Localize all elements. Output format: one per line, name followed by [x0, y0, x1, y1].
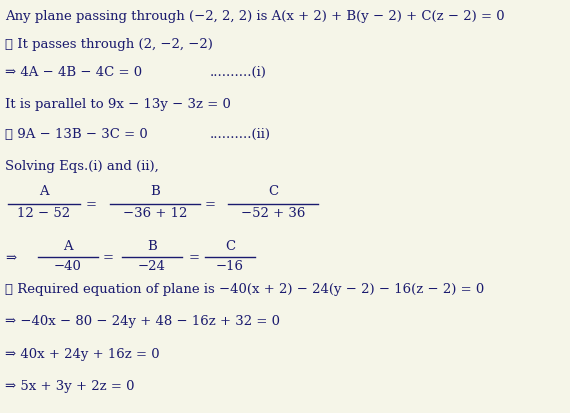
Text: 12 − 52: 12 − 52	[18, 206, 71, 219]
Text: =: =	[103, 251, 113, 264]
Text: −16: −16	[216, 259, 244, 272]
Text: ..........(i): ..........(i)	[210, 66, 267, 79]
Text: C: C	[268, 185, 278, 197]
Text: C: C	[225, 240, 235, 252]
Text: Solving Eqs.(i) and (ii),: Solving Eqs.(i) and (ii),	[5, 159, 159, 173]
Text: ⇒: ⇒	[5, 251, 16, 264]
Text: ⇒ 4A − 4B − 4C = 0: ⇒ 4A − 4B − 4C = 0	[5, 66, 142, 79]
Text: ∴ 9A − 13B − 3C = 0: ∴ 9A − 13B − 3C = 0	[5, 128, 148, 141]
Text: It is parallel to 9x − 13y − 3z = 0: It is parallel to 9x − 13y − 3z = 0	[5, 98, 231, 111]
Text: A: A	[63, 240, 73, 252]
Text: =: =	[205, 198, 215, 211]
Text: ⇒ −40x − 80 − 24y + 48 − 16z + 32 = 0: ⇒ −40x − 80 − 24y + 48 − 16z + 32 = 0	[5, 314, 280, 327]
Text: B: B	[150, 185, 160, 197]
Text: −40: −40	[54, 259, 82, 272]
Text: −24: −24	[138, 259, 166, 272]
Text: ∴ It passes through (2, −2, −2): ∴ It passes through (2, −2, −2)	[5, 38, 213, 51]
Text: =: =	[86, 198, 96, 211]
Text: Any plane passing through (−2, 2, 2) is A(x + 2) + B(y − 2) + C(z − 2) = 0: Any plane passing through (−2, 2, 2) is …	[5, 10, 504, 23]
Text: −52 + 36: −52 + 36	[241, 206, 305, 219]
Text: ⇒ 40x + 24y + 16z = 0: ⇒ 40x + 24y + 16z = 0	[5, 347, 160, 360]
Text: −36 + 12: −36 + 12	[123, 206, 187, 219]
Text: A: A	[39, 185, 49, 197]
Text: =: =	[189, 251, 200, 264]
Text: ∴ Required equation of plane is −40(x + 2) − 24(y − 2) − 16(z − 2) = 0: ∴ Required equation of plane is −40(x + …	[5, 282, 484, 295]
Text: ⇒ 5x + 3y + 2z = 0: ⇒ 5x + 3y + 2z = 0	[5, 379, 135, 392]
Text: ..........(ii): ..........(ii)	[210, 128, 271, 141]
Text: B: B	[147, 240, 157, 252]
